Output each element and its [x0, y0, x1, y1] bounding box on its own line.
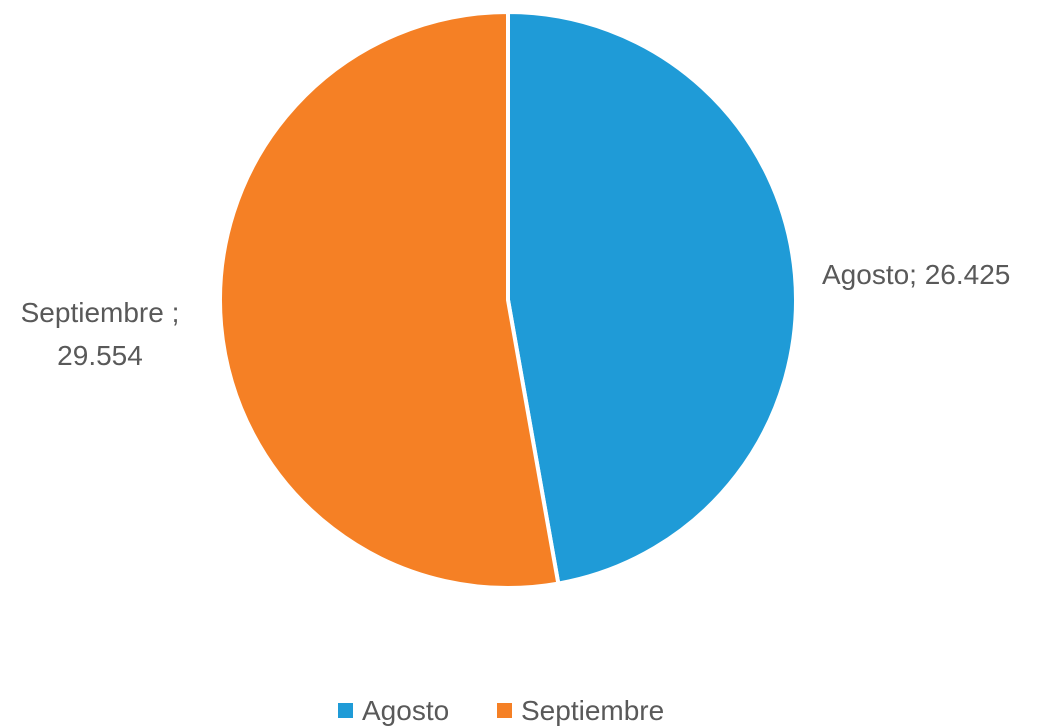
legend-label-septiembre: Septiembre: [521, 695, 664, 726]
pie-slice-septiembre: [218, 10, 561, 590]
pie-slices: [218, 10, 798, 590]
legend-swatch-agosto: [338, 703, 353, 718]
data-labels: Agosto; 26.425 Septiembre ; 29.554: [21, 259, 1011, 371]
pie-slice-agosto: [506, 10, 798, 586]
legend: Agosto Septiembre: [338, 695, 664, 726]
data-label-septiembre-value: 29.554: [57, 340, 143, 371]
legend-swatch-septiembre: [497, 703, 512, 718]
data-label-septiembre-name: Septiembre ;: [21, 297, 180, 328]
legend-label-agosto: Agosto: [362, 695, 449, 726]
data-label-agosto: Agosto; 26.425: [822, 259, 1010, 290]
